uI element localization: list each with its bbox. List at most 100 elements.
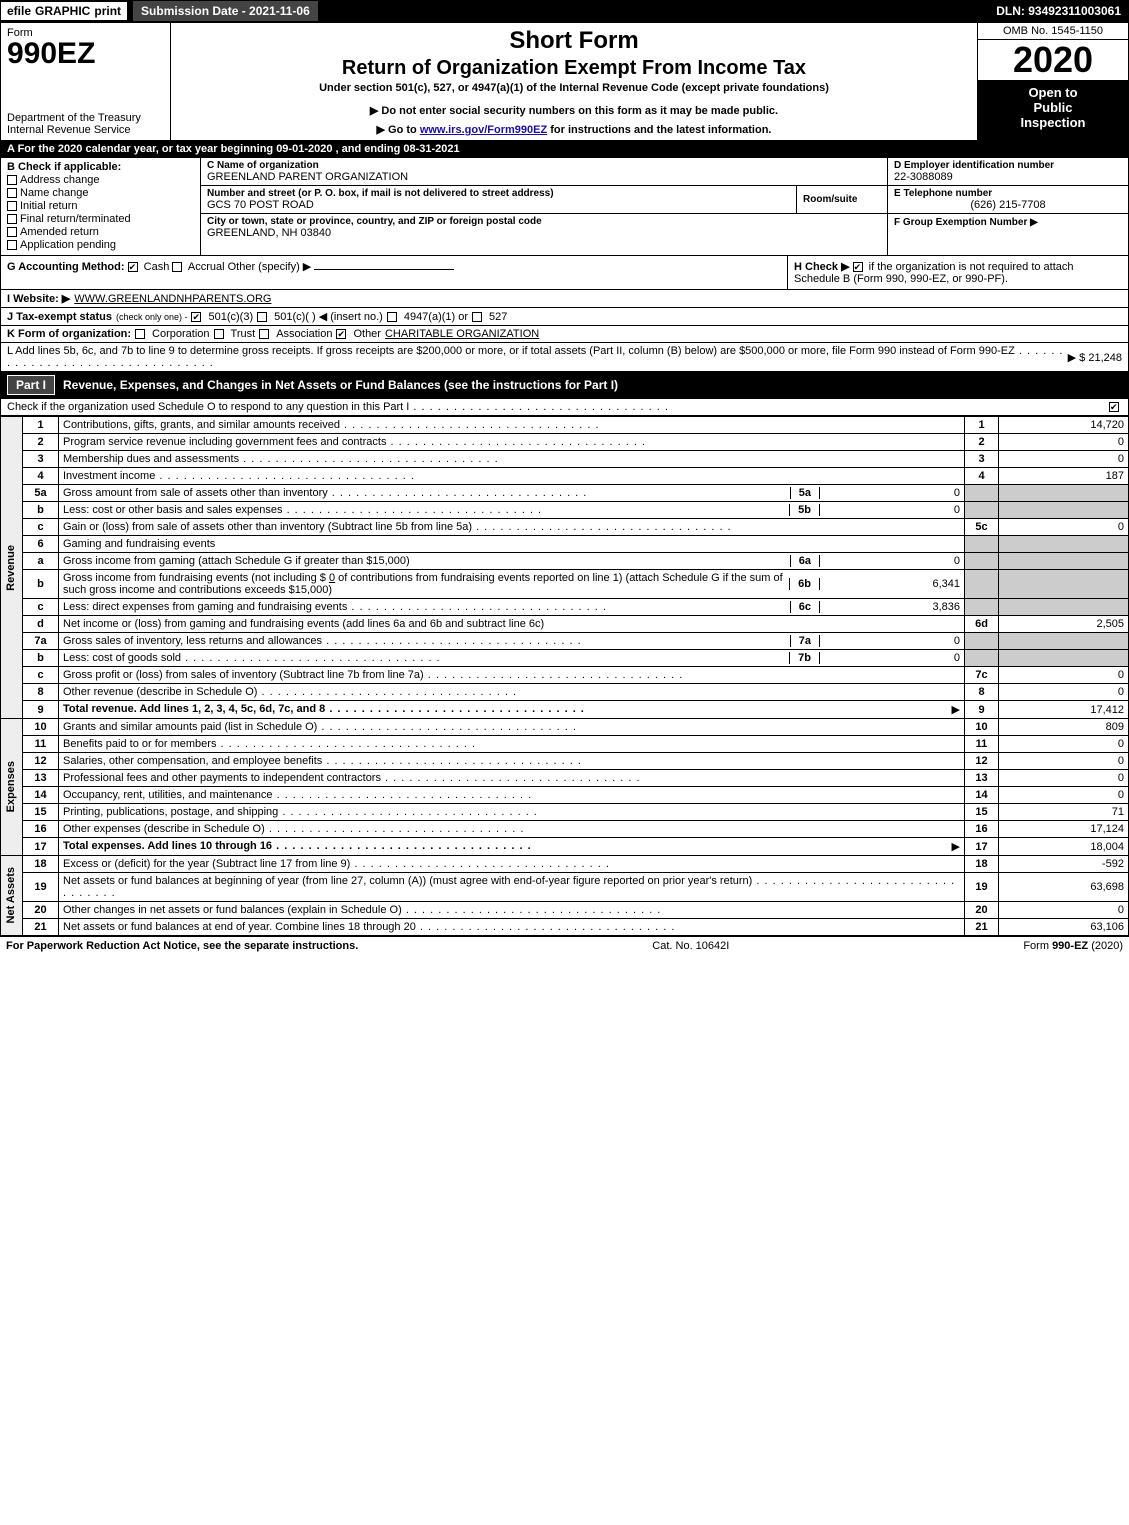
- side-expenses: Expenses: [1, 719, 23, 856]
- table-row: cLess: direct expenses from gaming and f…: [1, 599, 1129, 616]
- goto-link[interactable]: www.irs.gov/Form990EZ: [420, 124, 547, 136]
- addr-box: Number and street (or P. O. box, if mail…: [201, 186, 887, 214]
- col-b-checkboxes: B Check if applicable: Address change Na…: [1, 158, 201, 255]
- chk-527[interactable]: [472, 312, 482, 322]
- org-name-label: C Name of organization: [207, 160, 881, 171]
- table-row: 4Investment income4187: [1, 468, 1129, 485]
- chk-application-pending[interactable]: Application pending: [7, 239, 194, 251]
- dept-irs: Internal Revenue Service: [7, 124, 164, 136]
- side-netassets: Net Assets: [1, 856, 23, 936]
- table-row: bGross income from fundraising events (n…: [1, 570, 1129, 599]
- addr-value: GCS 70 POST ROAD: [207, 199, 790, 211]
- dln: DLN: 93492311003061: [988, 1, 1129, 21]
- table-row: 5aGross amount from sale of assets other…: [1, 485, 1129, 502]
- website-value[interactable]: WWW.GREENLANDNHPARENTS.ORG: [74, 293, 271, 305]
- other-org-value: CHARITABLE ORGANIZATION: [385, 328, 539, 340]
- chk-initial-return[interactable]: Initial return: [7, 200, 194, 212]
- table-row: 7aGross sales of inventory, less returns…: [1, 633, 1129, 650]
- org-name: GREENLAND PARENT ORGANIZATION: [207, 171, 881, 183]
- chk-corp[interactable]: [135, 329, 145, 339]
- open-to-public: Open to Public Inspection: [978, 81, 1128, 140]
- ein-box: D Employer identification number 22-3088…: [888, 158, 1128, 186]
- table-row: bLess: cost of goods sold7b0: [1, 650, 1129, 667]
- j-label: J Tax-exempt status: [7, 311, 112, 323]
- title-short-form: Short Form: [177, 27, 971, 55]
- g-label: G Accounting Method:: [7, 261, 125, 273]
- under-section: Under section 501(c), 527, or 4947(a)(1)…: [177, 82, 971, 94]
- city-box: City or town, state or province, country…: [201, 214, 887, 241]
- tel-value: (626) 215-7708: [894, 199, 1122, 211]
- addr-label: Number and street (or P. O. box, if mail…: [207, 188, 790, 199]
- h-label: H Check ▶: [794, 261, 850, 273]
- form-header: Form 990EZ Department of the Treasury In…: [0, 22, 1129, 141]
- city-value: GREENLAND, NH 03840: [207, 227, 881, 239]
- chk-cash[interactable]: [128, 262, 138, 272]
- chk-name-change[interactable]: Name change: [7, 187, 194, 199]
- chk-address-change[interactable]: Address change: [7, 174, 194, 186]
- table-row: 19Net assets or fund balances at beginni…: [1, 873, 1129, 902]
- part1-check-text: Check if the organization used Schedule …: [7, 401, 669, 413]
- omb-number: OMB No. 1545-1150: [978, 23, 1128, 40]
- city-label: City or town, state or province, country…: [207, 216, 881, 227]
- part1-check-o: Check if the organization used Schedule …: [0, 399, 1129, 416]
- form-number: 990EZ: [7, 37, 164, 71]
- inspect-3: Inspection: [980, 115, 1126, 130]
- efile-label: efile: [7, 4, 31, 18]
- chk-accrual[interactable]: [172, 262, 182, 272]
- line-i-website: I Website: ▶ WWW.GREENLANDNHPARENTS.ORG: [0, 290, 1129, 308]
- line-g: G Accounting Method: Cash Accrual Other …: [1, 256, 788, 289]
- table-row: 9Total revenue. Add lines 1, 2, 3, 4, 5c…: [1, 701, 1129, 719]
- tel-box: E Telephone number (626) 215-7708: [888, 186, 1128, 214]
- chk-501c[interactable]: [257, 312, 267, 322]
- table-row: 16Other expenses (describe in Schedule O…: [1, 821, 1129, 838]
- inspect-2: Public: [980, 100, 1126, 115]
- ein-label: D Employer identification number: [894, 160, 1122, 171]
- table-row: Net Assets 18Excess or (deficit) for the…: [1, 856, 1129, 873]
- footer-left: For Paperwork Reduction Act Notice, see …: [6, 940, 358, 952]
- chk-trust[interactable]: [214, 329, 224, 339]
- side-revenue: Revenue: [1, 417, 23, 719]
- footer-catno: Cat. No. 10642I: [652, 940, 729, 952]
- col-d-contact: D Employer identification number 22-3088…: [888, 158, 1128, 255]
- print-label[interactable]: print: [94, 4, 121, 18]
- table-row: 17Total expenses. Add lines 10 through 1…: [1, 838, 1129, 856]
- chk-amended-return[interactable]: Amended return: [7, 226, 194, 238]
- chk-4947[interactable]: [387, 312, 397, 322]
- chk-other-org[interactable]: [336, 329, 346, 339]
- goto-line: ▶ Go to www.irs.gov/Form990EZ for instru…: [177, 123, 971, 136]
- goto-post: for instructions and the latest informat…: [547, 124, 771, 136]
- table-row: 13Professional fees and other payments t…: [1, 770, 1129, 787]
- line-g-h: G Accounting Method: Cash Accrual Other …: [0, 256, 1129, 290]
- inspect-1: Open to: [980, 85, 1126, 100]
- efile-print-block[interactable]: efile GRAPHIC print: [0, 1, 128, 21]
- header-center: Short Form Return of Organization Exempt…: [171, 23, 978, 140]
- chk-501c3[interactable]: [191, 312, 201, 322]
- i-label: I Website: ▶: [7, 292, 70, 305]
- title-return: Return of Organization Exempt From Incom…: [177, 57, 971, 80]
- line-h: H Check ▶ if the organization is not req…: [788, 256, 1128, 289]
- l-text: L Add lines 5b, 6c, and 7b to line 9 to …: [7, 345, 1064, 369]
- ein-value: 22-3088089: [894, 171, 1122, 183]
- line-j-tax-exempt: J Tax-exempt status (check only one) - 5…: [0, 308, 1129, 326]
- col-c-org-info: C Name of organization GREENLAND PARENT …: [201, 158, 888, 255]
- part1-title: Revenue, Expenses, and Changes in Net As…: [63, 378, 618, 392]
- header-right: OMB No. 1545-1150 2020 Open to Public In…: [978, 23, 1128, 140]
- table-row: 2Program service revenue including gover…: [1, 434, 1129, 451]
- chk-assoc[interactable]: [259, 329, 269, 339]
- group-exemption-box: F Group Exemption Number ▶: [888, 214, 1128, 230]
- footer-formno: Form 990-EZ (2020): [1023, 940, 1123, 952]
- table-row: 20Other changes in net assets or fund ba…: [1, 902, 1129, 919]
- chk-schedule-o-part1[interactable]: [1109, 402, 1119, 412]
- part1-header: Part I Revenue, Expenses, and Changes in…: [0, 372, 1129, 399]
- table-row: aGross income from gaming (attach Schedu…: [1, 553, 1129, 570]
- chk-schedule-b[interactable]: [853, 262, 863, 272]
- chk-final-return[interactable]: Final return/terminated: [7, 213, 194, 225]
- tel-label: E Telephone number: [894, 188, 1122, 199]
- line-l-gross-receipts: L Add lines 5b, 6c, and 7b to line 9 to …: [0, 343, 1129, 372]
- entity-block: B Check if applicable: Address change Na…: [0, 158, 1129, 256]
- table-row: dNet income or (loss) from gaming and fu…: [1, 616, 1129, 633]
- table-row: cGain or (loss) from sale of assets othe…: [1, 519, 1129, 536]
- table-row: 15Printing, publications, postage, and s…: [1, 804, 1129, 821]
- tax-year: 2020: [978, 40, 1128, 81]
- topbar: efile GRAPHIC print Submission Date - 20…: [0, 0, 1129, 22]
